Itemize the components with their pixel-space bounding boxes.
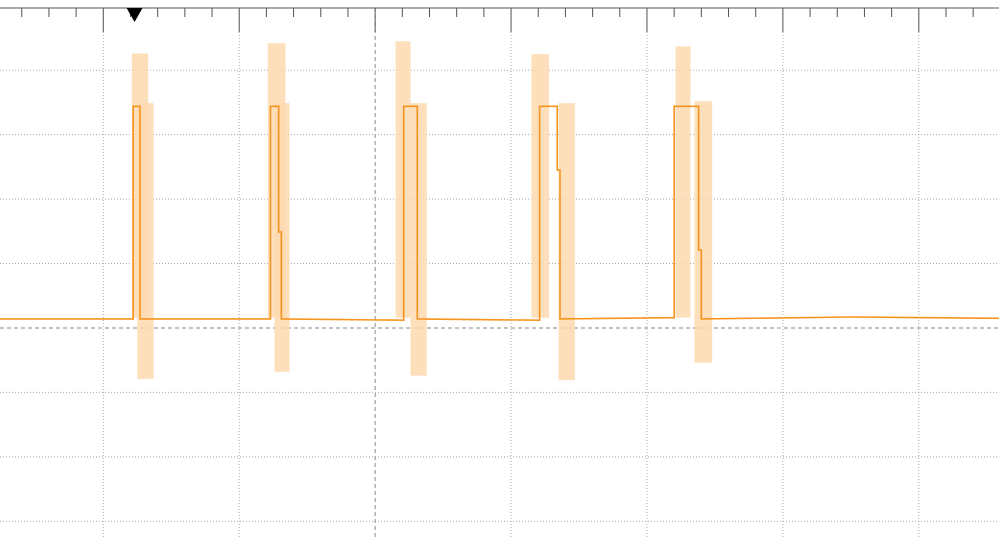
envelope (558, 103, 575, 381)
envelope (410, 103, 427, 376)
envelope (137, 103, 154, 379)
waveform (0, 105, 999, 322)
trigger-marker (126, 8, 143, 22)
envelope (675, 46, 691, 318)
envelope (694, 101, 713, 363)
